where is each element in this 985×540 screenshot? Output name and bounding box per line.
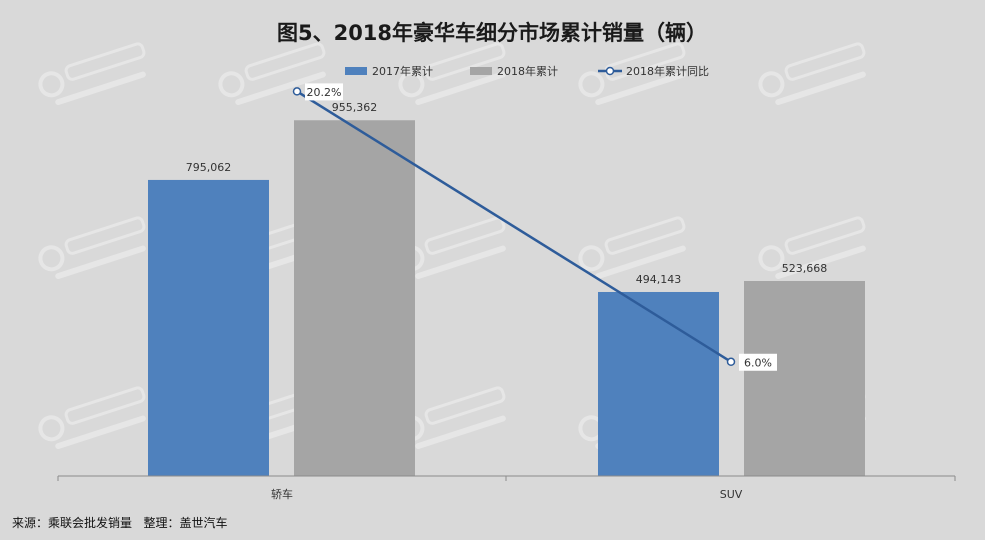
- yoy-value-label: 20.2%: [307, 86, 342, 99]
- legend-label-yoy: 2018年累计同比: [626, 64, 709, 78]
- yoy-value-label: 6.0%: [744, 356, 772, 369]
- bar-2017-suv: [598, 291, 719, 476]
- watermark-logo: [38, 386, 146, 450]
- yoy-line-series: 20.2% 6.0%: [292, 83, 777, 371]
- yoy-point: [292, 87, 302, 96]
- footer: 来源：乘联会批发销量 整理：盖世汽车: [12, 514, 227, 531]
- yoy-point: [726, 357, 736, 367]
- bar-2018-suv: [744, 280, 865, 476]
- watermark-logo: [38, 42, 146, 106]
- yoy-label-box: [739, 353, 777, 371]
- source-note: 来源：乘联会批发销量: [12, 516, 133, 530]
- watermark-logo: [218, 42, 326, 106]
- watermark-logo: [38, 216, 146, 280]
- legend-swatch-2018: [470, 67, 492, 75]
- editor-note: 整理：盖世汽车: [143, 516, 228, 530]
- chart-title: 图5、2018年豪华车细分市场累计销量（辆）: [277, 21, 707, 45]
- bar-value-label: 494,143: [636, 273, 682, 286]
- bar-value-label: 955,362: [332, 101, 378, 114]
- watermark-logo: [398, 42, 506, 106]
- yoy-label-box: [305, 83, 343, 101]
- watermark-logo: [758, 42, 866, 106]
- watermark-logo: [578, 216, 686, 280]
- legend-label-2018: 2018年累计: [497, 64, 558, 78]
- watermark-logo: [758, 216, 866, 280]
- legend-swatch-2017: [345, 67, 367, 75]
- bar-value-label: 523,668: [782, 262, 828, 275]
- x-tick-label-suv: SUV: [720, 488, 743, 501]
- yoy-line: [296, 90, 732, 363]
- bar-2018-sedan: [294, 120, 415, 476]
- legend-marker-yoy: [605, 66, 615, 76]
- bar-labels: 795,062 955,362 494,143 523,668: [186, 101, 828, 286]
- x-tick-label-sedan: 轿车: [271, 487, 293, 501]
- legend: 2017年累计 2018年累计 2018年累计同比: [345, 64, 709, 78]
- bars: [148, 120, 865, 476]
- bar-2017-sedan: [148, 179, 269, 476]
- bar-value-label: 795,062: [186, 161, 232, 174]
- legend-label-2017: 2017年累计: [372, 64, 433, 78]
